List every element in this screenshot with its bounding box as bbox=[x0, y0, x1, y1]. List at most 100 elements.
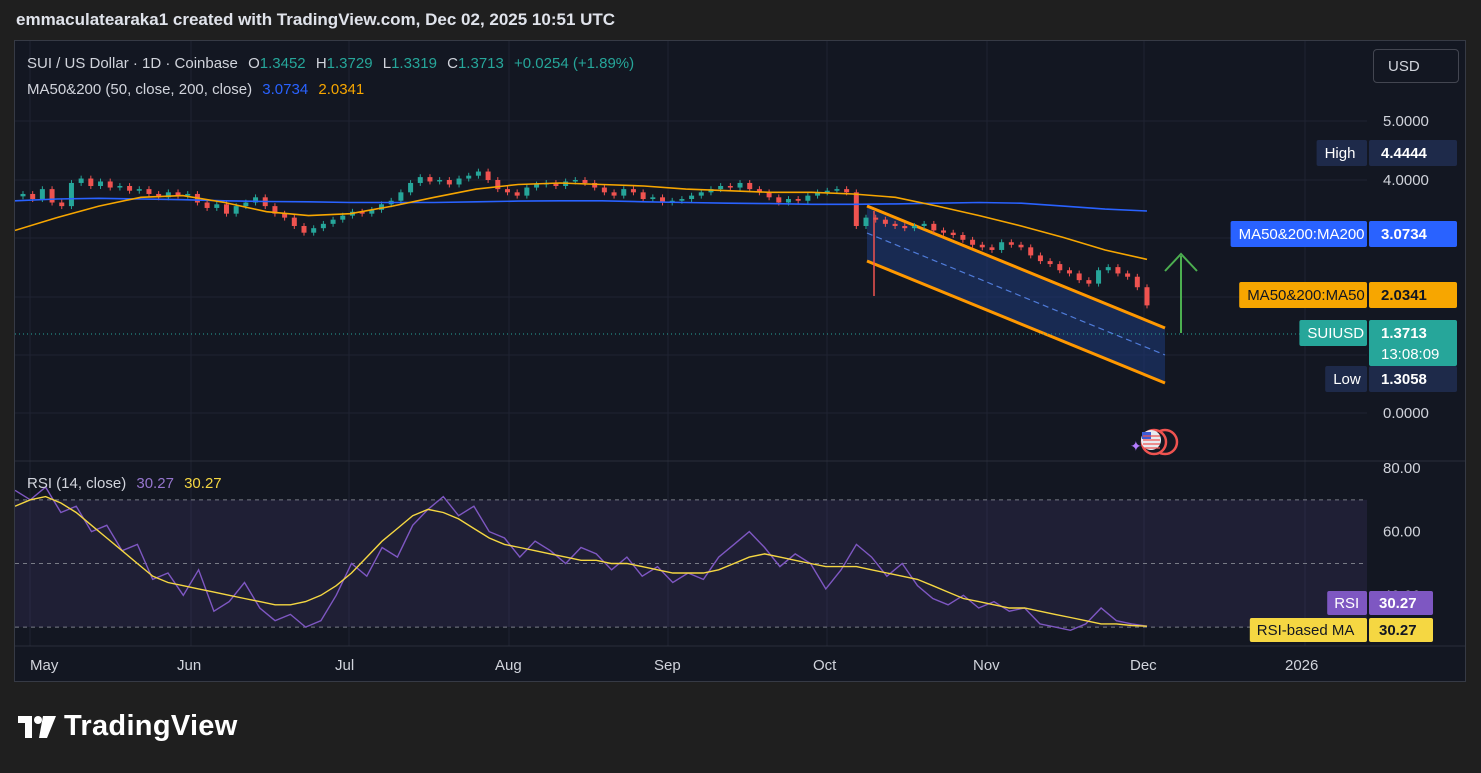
rsi-ma-price-label[interactable]: RSI-based MA 30.27 bbox=[1249, 618, 1433, 642]
candle[interactable] bbox=[504, 186, 510, 196]
candle[interactable] bbox=[524, 184, 530, 199]
candle[interactable] bbox=[253, 194, 259, 206]
candle[interactable] bbox=[20, 191, 26, 200]
candle[interactable] bbox=[766, 189, 772, 201]
candle[interactable] bbox=[446, 177, 452, 188]
candle[interactable] bbox=[1115, 264, 1121, 277]
candle[interactable] bbox=[282, 210, 288, 221]
candle[interactable] bbox=[88, 175, 94, 189]
ma-legend[interactable]: MA50&200 (50, close, 200, close) 3.0734 … bbox=[27, 81, 364, 98]
candle[interactable] bbox=[78, 175, 84, 186]
candle[interactable] bbox=[950, 229, 956, 238]
candle[interactable] bbox=[873, 214, 879, 223]
candle[interactable] bbox=[863, 214, 869, 229]
price-label-ma50-200-ma200[interactable]: MA50&200:MA200 3.0734 bbox=[1230, 221, 1457, 247]
candle[interactable] bbox=[223, 201, 229, 217]
candle[interactable] bbox=[311, 225, 317, 236]
economic-event-icon[interactable]: ✦ bbox=[1130, 428, 1179, 456]
rsi-price-label[interactable]: RSI 30.27 bbox=[1327, 591, 1433, 615]
candle[interactable] bbox=[1037, 252, 1043, 265]
candle[interactable] bbox=[1125, 270, 1131, 280]
candle[interactable] bbox=[805, 192, 811, 204]
symbol-name[interactable]: SUI / US Dollar · 1D · Coinbase bbox=[27, 55, 238, 72]
candle[interactable] bbox=[660, 194, 666, 206]
price-label-high[interactable]: High 4.4444 bbox=[1316, 140, 1457, 166]
candle[interactable] bbox=[359, 208, 365, 217]
candle[interactable] bbox=[475, 168, 481, 179]
candle[interactable] bbox=[698, 189, 704, 199]
candle[interactable] bbox=[689, 192, 695, 202]
candle[interactable] bbox=[553, 180, 559, 189]
candle[interactable] bbox=[882, 216, 888, 227]
candle[interactable] bbox=[320, 220, 326, 232]
candle[interactable] bbox=[204, 199, 210, 211]
candle[interactable] bbox=[456, 175, 462, 188]
price-label-suiusd[interactable]: SUIUSD 1.3713 13:08:09 bbox=[1299, 320, 1457, 366]
candle[interactable] bbox=[650, 194, 656, 202]
candle[interactable] bbox=[737, 180, 743, 191]
candle[interactable] bbox=[68, 180, 74, 210]
candle[interactable] bbox=[330, 216, 336, 227]
candle[interactable] bbox=[921, 220, 927, 229]
candle[interactable] bbox=[146, 186, 152, 197]
candle[interactable] bbox=[514, 189, 520, 199]
candle[interactable] bbox=[301, 223, 307, 236]
candle[interactable] bbox=[1018, 241, 1024, 251]
candle[interactable] bbox=[1047, 258, 1053, 268]
candle[interactable] bbox=[49, 186, 55, 206]
candle[interactable] bbox=[398, 189, 404, 204]
ma50-line[interactable] bbox=[15, 182, 1148, 261]
candle[interactable] bbox=[408, 180, 414, 196]
candle[interactable] bbox=[1076, 270, 1082, 284]
candle[interactable] bbox=[611, 189, 617, 199]
candle[interactable] bbox=[136, 186, 142, 194]
candle[interactable] bbox=[485, 168, 491, 183]
candle[interactable] bbox=[989, 244, 995, 253]
candle[interactable] bbox=[795, 196, 801, 204]
candle[interactable] bbox=[640, 189, 646, 202]
candle[interactable] bbox=[727, 183, 733, 191]
currency-button[interactable]: USD bbox=[1373, 49, 1459, 83]
up-arrow[interactable] bbox=[1164, 252, 1198, 333]
candle[interactable] bbox=[127, 183, 133, 194]
candle[interactable] bbox=[427, 174, 433, 185]
candle[interactable] bbox=[601, 184, 607, 196]
candle[interactable] bbox=[960, 232, 966, 243]
candle[interactable] bbox=[1008, 239, 1014, 248]
candle[interactable] bbox=[592, 180, 598, 191]
rsi-ma-line[interactable] bbox=[15, 495, 1148, 627]
candle[interactable] bbox=[107, 178, 113, 191]
candle[interactable] bbox=[1086, 277, 1092, 287]
candle[interactable] bbox=[437, 177, 443, 185]
rsi-legend[interactable]: RSI (14, close) 30.27 30.27 bbox=[27, 475, 222, 492]
candle[interactable] bbox=[98, 178, 104, 189]
candle[interactable] bbox=[979, 241, 985, 251]
candle[interactable] bbox=[1105, 264, 1111, 274]
candle[interactable] bbox=[621, 186, 627, 199]
candle[interactable] bbox=[369, 206, 375, 217]
candle[interactable] bbox=[970, 236, 976, 248]
candle[interactable] bbox=[902, 223, 908, 232]
ma200-line[interactable] bbox=[15, 197, 1148, 212]
candle[interactable] bbox=[747, 180, 753, 193]
candle[interactable] bbox=[824, 187, 830, 196]
candle[interactable] bbox=[165, 189, 171, 201]
candle[interactable] bbox=[175, 189, 181, 199]
candle[interactable] bbox=[417, 174, 423, 186]
rsi-line[interactable] bbox=[15, 486, 1148, 632]
candle[interactable] bbox=[466, 172, 472, 182]
price-label-ma50-200-ma50[interactable]: MA50&200:MA50 2.0341 bbox=[1239, 282, 1457, 308]
price-label-low[interactable]: Low 1.3058 bbox=[1325, 366, 1457, 392]
candle[interactable] bbox=[1057, 261, 1063, 274]
candle[interactable] bbox=[214, 201, 220, 211]
candle[interactable] bbox=[999, 239, 1005, 253]
candle[interactable] bbox=[1066, 267, 1072, 277]
candle[interactable] bbox=[59, 199, 65, 210]
candle[interactable] bbox=[892, 220, 898, 229]
price-chart-svg[interactable]: ✦ 5.0000 4.0000 0.0000 High 4.4444 MA50&200:MA… bbox=[15, 41, 1466, 682]
candle[interactable] bbox=[911, 223, 917, 232]
candle[interactable] bbox=[534, 181, 540, 191]
candle[interactable] bbox=[630, 186, 636, 196]
candle[interactable] bbox=[291, 214, 297, 229]
candle[interactable] bbox=[185, 191, 191, 199]
